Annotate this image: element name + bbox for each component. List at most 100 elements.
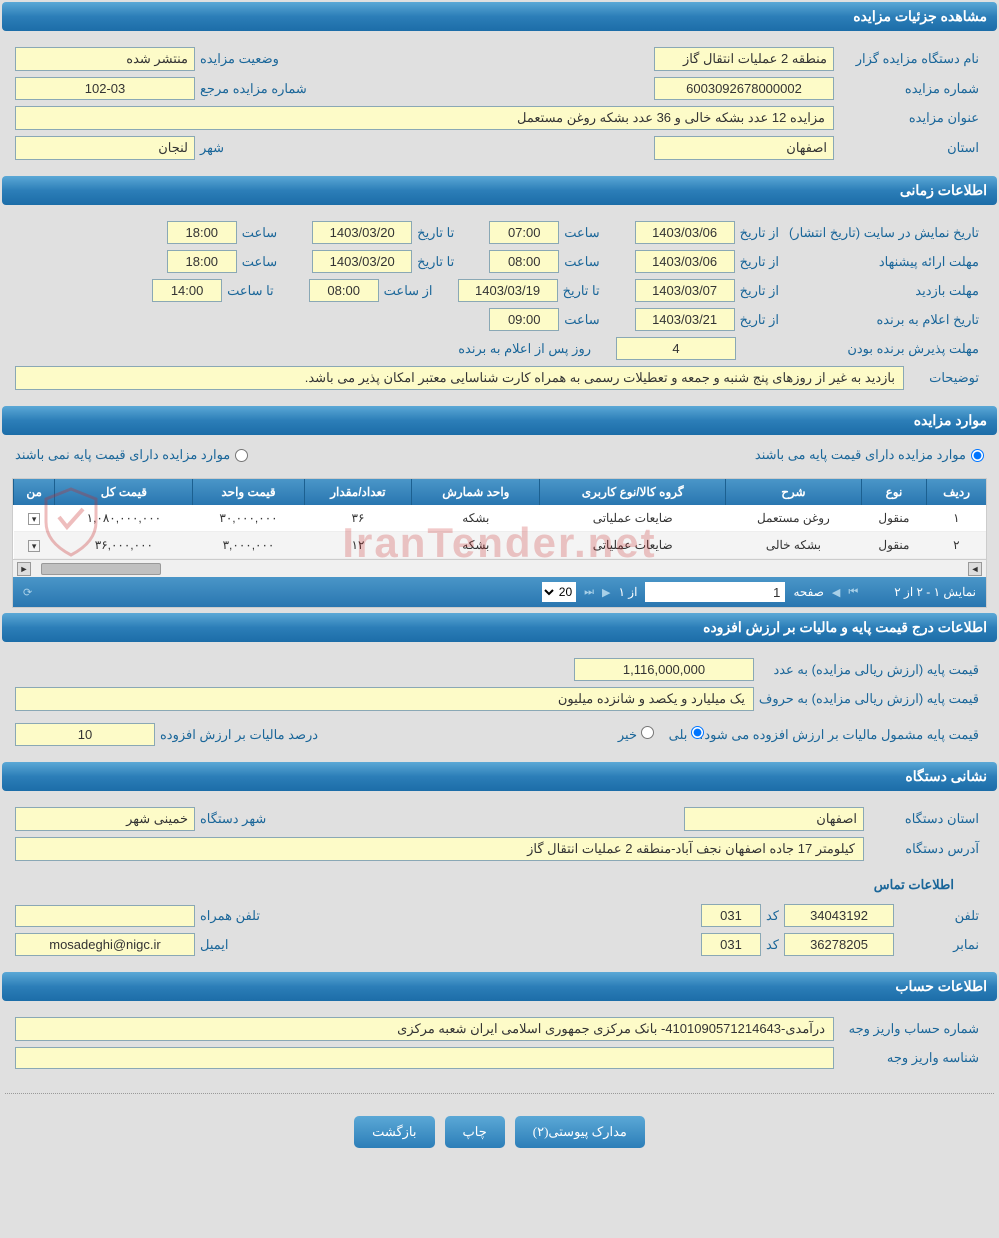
table-header-cell: تعداد/مقدار: [304, 479, 412, 505]
watermark-shield-icon: [41, 487, 101, 557]
deposit-id-label: شناسه واریز وجه: [834, 1050, 984, 1066]
visit-from-date[interactable]: 1403/03/07: [635, 279, 735, 302]
winner-label: تاریخ اعلام به برنده: [784, 312, 984, 328]
org-province-field[interactable]: اصفهان: [684, 807, 864, 831]
mobile-field[interactable]: [15, 905, 195, 927]
auction-no-field[interactable]: 6003092678000002: [654, 77, 834, 100]
tax-no-input[interactable]: [641, 726, 654, 739]
table-horizontal-scrollbar[interactable]: ◄ ►: [13, 559, 986, 577]
winner-hour[interactable]: 09:00: [489, 308, 559, 331]
table-cell: بشکه: [412, 532, 540, 559]
tax-yes-input[interactable]: [691, 726, 704, 739]
org-province-label: استان دستگاه: [864, 811, 984, 827]
proposal-to-hour[interactable]: 18:00: [167, 250, 237, 273]
pager-page-input[interactable]: [645, 582, 785, 602]
display-to-date[interactable]: 1403/03/20: [312, 221, 412, 244]
to-date-label-2: تا تاریخ: [412, 254, 459, 270]
table-cell: بشکه خالی: [726, 532, 862, 559]
items-table: ردیفنوعشرحگروه کالا/نوع کاربریواحد شمارش…: [13, 479, 986, 559]
pager-size-select[interactable]: 20: [542, 582, 576, 602]
visit-to-date[interactable]: 1403/03/19: [458, 279, 558, 302]
table-row[interactable]: ۲منقولبشکه خالیضایعات عملیاتیبشکه۱۲۳,۰۰۰…: [14, 532, 987, 559]
org-name-label: نام دستگاه مزایده گزار: [834, 51, 984, 67]
to-date-label-1: تا تاریخ: [412, 225, 459, 241]
city-field[interactable]: لنجان: [15, 136, 195, 160]
account-no-label: شماره حساب واریز وجه: [834, 1021, 984, 1037]
section-header-items: موارد مزایده: [2, 406, 997, 435]
display-to-hour[interactable]: 18:00: [167, 221, 237, 244]
from-date-label-2: از تاریخ: [735, 254, 784, 270]
table-header-cell: واحد شمارش: [412, 479, 540, 505]
radio-no-base[interactable]: موارد مزایده دارای قیمت پایه نمی باشند: [15, 447, 248, 463]
base-words-field[interactable]: یک میلیارد و یکصد و شانزده میلیون: [15, 687, 754, 711]
table-header-cell: نوع: [861, 479, 926, 505]
notes-field[interactable]: بازدید به غیر از روزهای پنج شنبه و جمعه …: [15, 366, 904, 390]
account-no-field[interactable]: درآمدی-4101090571214643- بانک مرکزی جمهو…: [15, 1017, 834, 1041]
pager-next-icon[interactable]: ▶: [602, 586, 610, 599]
proposal-from-date[interactable]: 1403/03/06: [635, 250, 735, 273]
table-cell: ۱: [927, 505, 986, 532]
scroll-right-icon[interactable]: ►: [17, 562, 31, 576]
back-button[interactable]: بازگشت: [354, 1116, 434, 1148]
province-label: استان: [834, 140, 984, 156]
pager-prev-icon[interactable]: ◀: [832, 586, 840, 599]
org-city-field[interactable]: خمینی شهر: [15, 807, 195, 831]
winner-date[interactable]: 1403/03/21: [635, 308, 735, 331]
pager-last-icon[interactable]: ⏭: [584, 586, 594, 599]
radio-has-base[interactable]: موارد مزایده دارای قیمت پایه می باشند: [755, 447, 984, 463]
table-cell: روغن مستعمل: [726, 505, 862, 532]
org-address-field[interactable]: کیلومتر 17 جاده اصفهان نجف آباد-منطقه 2 …: [15, 837, 864, 861]
org-address-label: آدرس دستگاه: [864, 841, 984, 857]
tax-question-label: قیمت پایه مشمول مالیات بر ارزش افزوده می…: [704, 727, 984, 743]
time-form: تاریخ نمایش در سایت (تاریخ انتشار) از تا…: [0, 207, 999, 404]
from-date-label-3: از تاریخ: [735, 283, 784, 299]
tax-yes[interactable]: بلی: [669, 726, 704, 743]
proposal-from-hour[interactable]: 08:00: [489, 250, 559, 273]
tax-pct-field[interactable]: 10: [15, 723, 155, 746]
pager-page-label: صفحه: [793, 585, 823, 599]
title-field[interactable]: مزایده 12 عدد بشکه خالی و 36 عدد بشکه رو…: [15, 106, 834, 130]
section-header-account: اطلاعات حساب: [2, 972, 997, 1001]
table-cell: ۳۶: [304, 505, 412, 532]
pager-refresh-icon[interactable]: ⟳: [23, 586, 32, 599]
scroll-left-icon[interactable]: ◄: [968, 562, 982, 576]
scroll-thumb[interactable]: [41, 563, 161, 575]
phone-code-field[interactable]: 031: [701, 904, 761, 927]
section-header-price: اطلاعات درج قیمت پایه و مالیات بر ارزش ا…: [2, 613, 997, 642]
from-date-label-1: از تاریخ: [735, 225, 784, 241]
table-cell: ضایعات عملیاتی: [540, 532, 726, 559]
province-field[interactable]: اصفهان: [654, 136, 834, 160]
fax-code-field[interactable]: 031: [701, 933, 761, 956]
base-words-label: قیمت پایه (ارزش ریالی مزایده) به حروف: [754, 691, 984, 707]
org-name-field[interactable]: منطقه 2 عملیات انتقال گاز: [654, 47, 834, 71]
table-row[interactable]: ۱منقولروغن مستعملضایعات عملیاتیبشکه۳۶۳۰,…: [14, 505, 987, 532]
email-field[interactable]: mosadeghi@nigc.ir: [15, 933, 195, 956]
pager-first-icon[interactable]: ⏮: [848, 586, 858, 599]
visit-label: مهلت بازدید: [784, 283, 984, 299]
phone-code-label: کد: [761, 908, 784, 924]
status-field[interactable]: منتشر شده: [15, 47, 195, 71]
accept-days[interactable]: 4: [616, 337, 736, 360]
display-from-date[interactable]: 1403/03/06: [635, 221, 735, 244]
visit-from-hour[interactable]: 08:00: [309, 279, 379, 302]
table-cell: بشکه: [412, 505, 540, 532]
radio-has-base-input[interactable]: [971, 449, 984, 462]
phone-field[interactable]: 34043192: [784, 904, 894, 927]
title-label: عنوان مزایده: [834, 110, 984, 126]
fax-field[interactable]: 36278205: [784, 933, 894, 956]
to-date-label-3: تا تاریخ: [558, 283, 605, 299]
radio-no-base-input[interactable]: [235, 449, 248, 462]
base-value-field[interactable]: 1,116,000,000: [574, 658, 754, 681]
phone-label: تلفن: [894, 908, 984, 924]
attachments-button[interactable]: مدارک پیوستی(۲): [515, 1116, 645, 1148]
print-button[interactable]: چاپ: [445, 1116, 505, 1148]
visit-to-hour[interactable]: 14:00: [152, 279, 222, 302]
tax-no[interactable]: خیر: [618, 726, 654, 743]
display-from-hour[interactable]: 07:00: [489, 221, 559, 244]
org-form: استان دستگاه اصفهان شهر دستگاه خمینی شهر…: [0, 793, 999, 970]
ref-no-field[interactable]: 102-03: [15, 77, 195, 100]
details-form: نام دستگاه مزایده گزار منطقه 2 عملیات ان…: [0, 33, 999, 174]
deposit-id-field[interactable]: [15, 1047, 834, 1069]
ref-no-label: شماره مزایده مرجع: [195, 81, 312, 97]
proposal-to-date[interactable]: 1403/03/20: [312, 250, 412, 273]
